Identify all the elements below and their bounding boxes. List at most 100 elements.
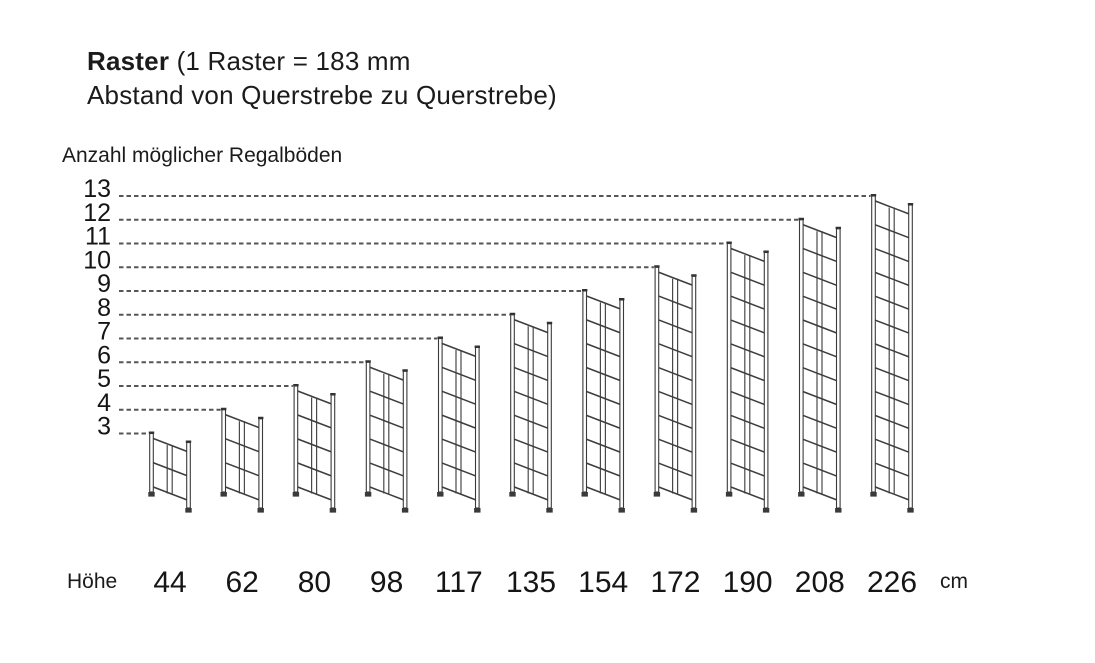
frame-rung — [875, 247, 910, 263]
frame-rung — [730, 414, 766, 430]
frame-foot — [220, 492, 227, 497]
x-tick-190: 190 — [723, 566, 773, 599]
y-tick-6: 6 — [97, 341, 111, 369]
frame-rung — [297, 414, 332, 429]
frame-rung — [153, 462, 188, 477]
title-keyword: Raster — [87, 46, 170, 76]
frame-rung — [153, 437, 188, 453]
frame-rung — [802, 367, 838, 382]
frame-right-post — [258, 418, 264, 509]
frame-rung — [225, 414, 260, 429]
frame-right-post — [330, 394, 336, 509]
frame-rung — [586, 343, 621, 358]
frame-foot — [364, 492, 372, 497]
frame-rung — [514, 342, 549, 358]
post-cap — [582, 289, 588, 292]
x-tick-172: 172 — [650, 566, 700, 599]
frame-rung — [514, 390, 549, 406]
frame-rung — [802, 224, 838, 239]
rack-frame-172 — [653, 265, 698, 513]
post-cap — [619, 298, 625, 301]
frame-foot — [509, 492, 516, 497]
frame-rung — [514, 462, 549, 477]
frame-rung — [658, 295, 693, 310]
y-tick-7: 7 — [97, 318, 111, 346]
frame-rung — [369, 390, 405, 405]
frame-rung — [586, 295, 621, 310]
y-tick-8: 8 — [97, 294, 111, 322]
post-cap — [293, 384, 299, 387]
frame-rung — [658, 343, 693, 358]
frame-rung — [730, 271, 766, 287]
frame-rung — [730, 462, 766, 477]
post-cap — [437, 336, 443, 339]
frame-rung — [514, 438, 549, 453]
rack-frame-190 — [725, 241, 770, 513]
x-tick-62: 62 — [226, 566, 259, 599]
frame-rung — [658, 438, 693, 453]
frame-foot — [257, 508, 264, 513]
frame-left-post — [798, 219, 804, 493]
frame-rung — [730, 295, 766, 310]
frame-rung — [730, 319, 766, 334]
frame-left-post — [437, 337, 443, 493]
frame-rung — [875, 486, 910, 501]
post-cap — [726, 241, 732, 244]
y-tick-5: 5 — [97, 365, 111, 393]
frame-rung — [586, 486, 621, 501]
frame-rung — [369, 462, 405, 477]
post-cap — [870, 194, 877, 197]
post-cap — [546, 321, 553, 325]
frame-foot — [725, 492, 733, 497]
frame-rung — [586, 414, 621, 430]
frame-foot — [798, 492, 805, 497]
title-line-2: Abstand von Querstrebe zu Querstrebe) — [87, 80, 557, 110]
frame-foot — [907, 508, 914, 513]
frame-rung — [586, 319, 621, 334]
frame-left-post — [654, 266, 660, 493]
frame-rung — [802, 247, 838, 263]
post-cap — [691, 274, 697, 277]
frame-left-post — [149, 432, 154, 493]
rack-frame-208 — [798, 217, 842, 513]
post-cap — [474, 345, 480, 348]
frame-rung — [225, 438, 260, 453]
frame-left-post — [510, 314, 515, 493]
post-cap — [365, 360, 371, 363]
frame-rung — [297, 486, 332, 501]
y-tick-9: 9 — [97, 270, 111, 298]
frame-foot — [870, 492, 877, 497]
frame-rung — [369, 438, 405, 453]
post-cap — [330, 393, 336, 396]
frame-foot — [835, 508, 842, 513]
frame-rung — [730, 247, 766, 263]
y-tick-10: 10 — [83, 246, 111, 274]
frame-right-post — [763, 251, 769, 509]
frame-rung — [369, 486, 405, 501]
y-tick-11: 11 — [85, 223, 111, 251]
frame-rung — [802, 486, 838, 501]
frame-left-post — [726, 242, 732, 493]
post-cap — [185, 440, 192, 443]
frame-right-post — [908, 204, 913, 509]
frame-foot — [474, 508, 481, 513]
x-tick-44: 44 — [153, 566, 186, 599]
frame-rung — [802, 462, 838, 477]
post-cap — [402, 369, 408, 372]
frame-left-post — [871, 195, 876, 493]
frame-rung — [730, 438, 766, 454]
frame-rung — [875, 462, 910, 477]
title-line-1: Raster (1 Raster = 183 mm — [87, 44, 557, 78]
frame-right-post — [619, 299, 625, 509]
frame-right-post — [835, 228, 841, 509]
frame-foot — [292, 492, 300, 497]
post-cap — [835, 226, 841, 230]
post-cap — [221, 407, 227, 411]
post-cap — [654, 265, 660, 268]
frame-right-post — [691, 275, 697, 509]
x-tick-117: 117 — [435, 566, 483, 599]
rack-frame-135 — [509, 312, 553, 513]
x-tick-135: 135 — [506, 566, 556, 599]
frame-rung — [586, 390, 621, 406]
